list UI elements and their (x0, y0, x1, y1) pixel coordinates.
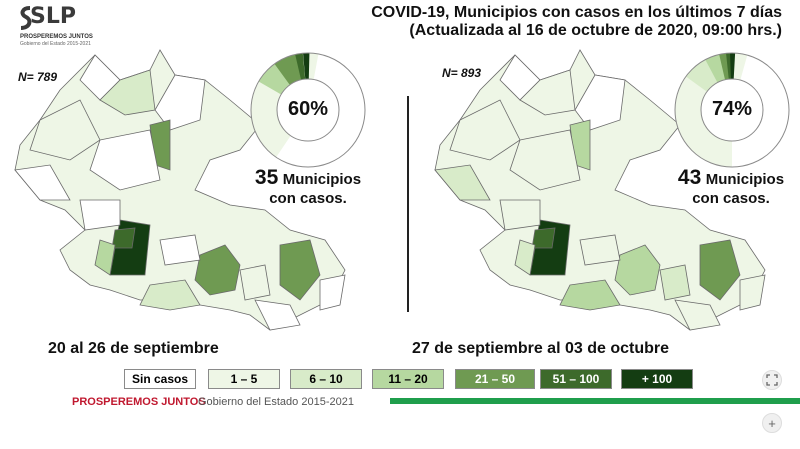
logo-tagline: PROSPEREMOS JUNTOS (20, 34, 93, 40)
percent-right: 74% (711, 98, 753, 120)
percent-left: 60% (287, 98, 329, 120)
count-line2-left: con casos. (269, 190, 347, 207)
count-left: 35 (254, 166, 279, 189)
legend-item-21-50: 21 – 50 (455, 369, 535, 389)
municipios-left: 35 Municipios con casos. (238, 166, 378, 207)
legend-item-6-10: 6 – 10 (290, 369, 362, 389)
legend-label: Sin casos (131, 372, 189, 386)
page-subtitle: (Actualizada al 16 de octubre de 2020, 0… (409, 22, 782, 39)
n-label-right: N= 893 (442, 66, 482, 80)
legend-item-100-plus: + 100 (621, 369, 693, 389)
fit-screen-button[interactable] (762, 370, 782, 390)
count-line2-right: con casos. (692, 190, 770, 207)
count-suffix-left: Municipios (282, 171, 362, 188)
donut-right (674, 52, 790, 168)
legend-item-sin-casos: Sin casos (124, 369, 196, 389)
count-suffix-right: Municipios (705, 171, 785, 188)
municipios-right: 43 Municipios con casos. (662, 166, 800, 207)
panel-divider (407, 96, 409, 312)
period-right: 27 de septiembre al 03 de octubre (412, 340, 669, 357)
map-right (434, 49, 766, 331)
legend-item-51-100: 51 – 100 (540, 369, 612, 389)
map-left (14, 49, 346, 331)
footer-green-bar (390, 398, 800, 404)
period-left: 20 al 26 de septiembre (48, 340, 219, 357)
legend-label: 21 – 50 (474, 372, 516, 386)
legend-label: + 100 (641, 372, 673, 386)
page-title: COVID-19, Municipios con casos en los úl… (371, 4, 782, 21)
legend-label: 11 – 20 (388, 372, 428, 386)
zoom-in-icon: + (768, 415, 776, 431)
legend-label: 6 – 10 (309, 372, 343, 386)
footer-tagline: PROSPEREMOS JUNTOS (72, 396, 206, 408)
donut-left (250, 52, 366, 168)
footer-government: Gobierno del Estado 2015-2021 (198, 396, 354, 408)
logo-text: SLP (30, 4, 76, 29)
fit-screen-icon (766, 374, 778, 386)
logo-swirl-icon (20, 6, 32, 30)
zoom-in-button[interactable]: + (762, 413, 782, 433)
n-label-left: N= 789 (18, 70, 58, 84)
logo-subtagline: Gobierno del Estado 2015-2021 (20, 41, 91, 47)
legend-label: 1 – 5 (230, 372, 258, 386)
legend-label: 51 – 100 (552, 372, 600, 386)
count-right: 43 (677, 166, 702, 189)
legend-item-1-5: 1 – 5 (208, 369, 280, 389)
slp-logo: SLP PROSPEREMOS JUNTOS Gobierno del Esta… (18, 4, 108, 48)
legend-item-11-20: 11 – 20 (372, 369, 444, 389)
